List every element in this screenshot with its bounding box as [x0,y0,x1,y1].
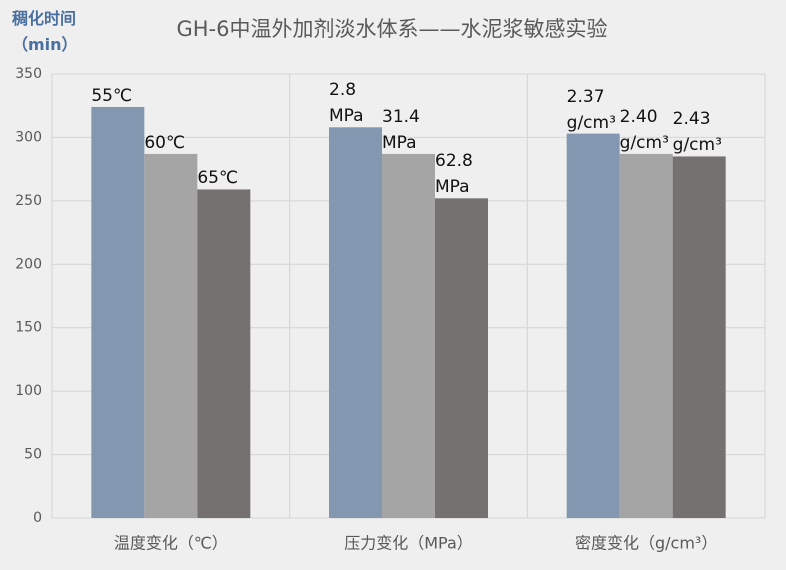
bar [619,153,673,519]
y-tick-label: 250 [15,193,42,209]
bar-label: 55℃ [91,85,133,106]
y-axis-label: 稠化时间（min） [12,9,78,54]
bar-label: 31.4 MPa [382,106,420,153]
y-tick-label: 150 [15,320,42,336]
bar [566,133,620,518]
bar [144,153,198,519]
bar [329,127,382,518]
x-tick-label: 温度变化（℃） [114,534,228,553]
bar-label: 62.8 MPa [435,151,473,198]
chart-title: GH-6中温外加剂淡水体系——水泥浆敏感实验 [176,17,607,41]
bar [197,189,251,518]
bar-label: 2.8 MPa [329,80,364,127]
bar [91,106,145,519]
bar [382,153,435,519]
y-tick-label: 300 [15,129,42,145]
bar-label: 2.40 g/cm³ [619,106,669,153]
y-tick-label: 200 [15,256,42,272]
bar-label: 2.43 g/cm³ [672,109,722,156]
bar [672,156,726,518]
bar-label: 65℃ [197,168,239,189]
bar [435,198,488,518]
bar-label: 2.37 g/cm³ [566,86,616,133]
y-tick-label: 50 [24,447,42,463]
y-tick-label: 100 [15,383,42,399]
bar-label: 60℃ [144,132,186,153]
x-tick-label: 压力变化（MPa） [344,534,473,553]
y-tick-label: 350 [15,66,42,82]
y-tick-label: 0 [33,510,42,526]
x-tick-label: 密度变化（g/cm³） [575,534,717,553]
